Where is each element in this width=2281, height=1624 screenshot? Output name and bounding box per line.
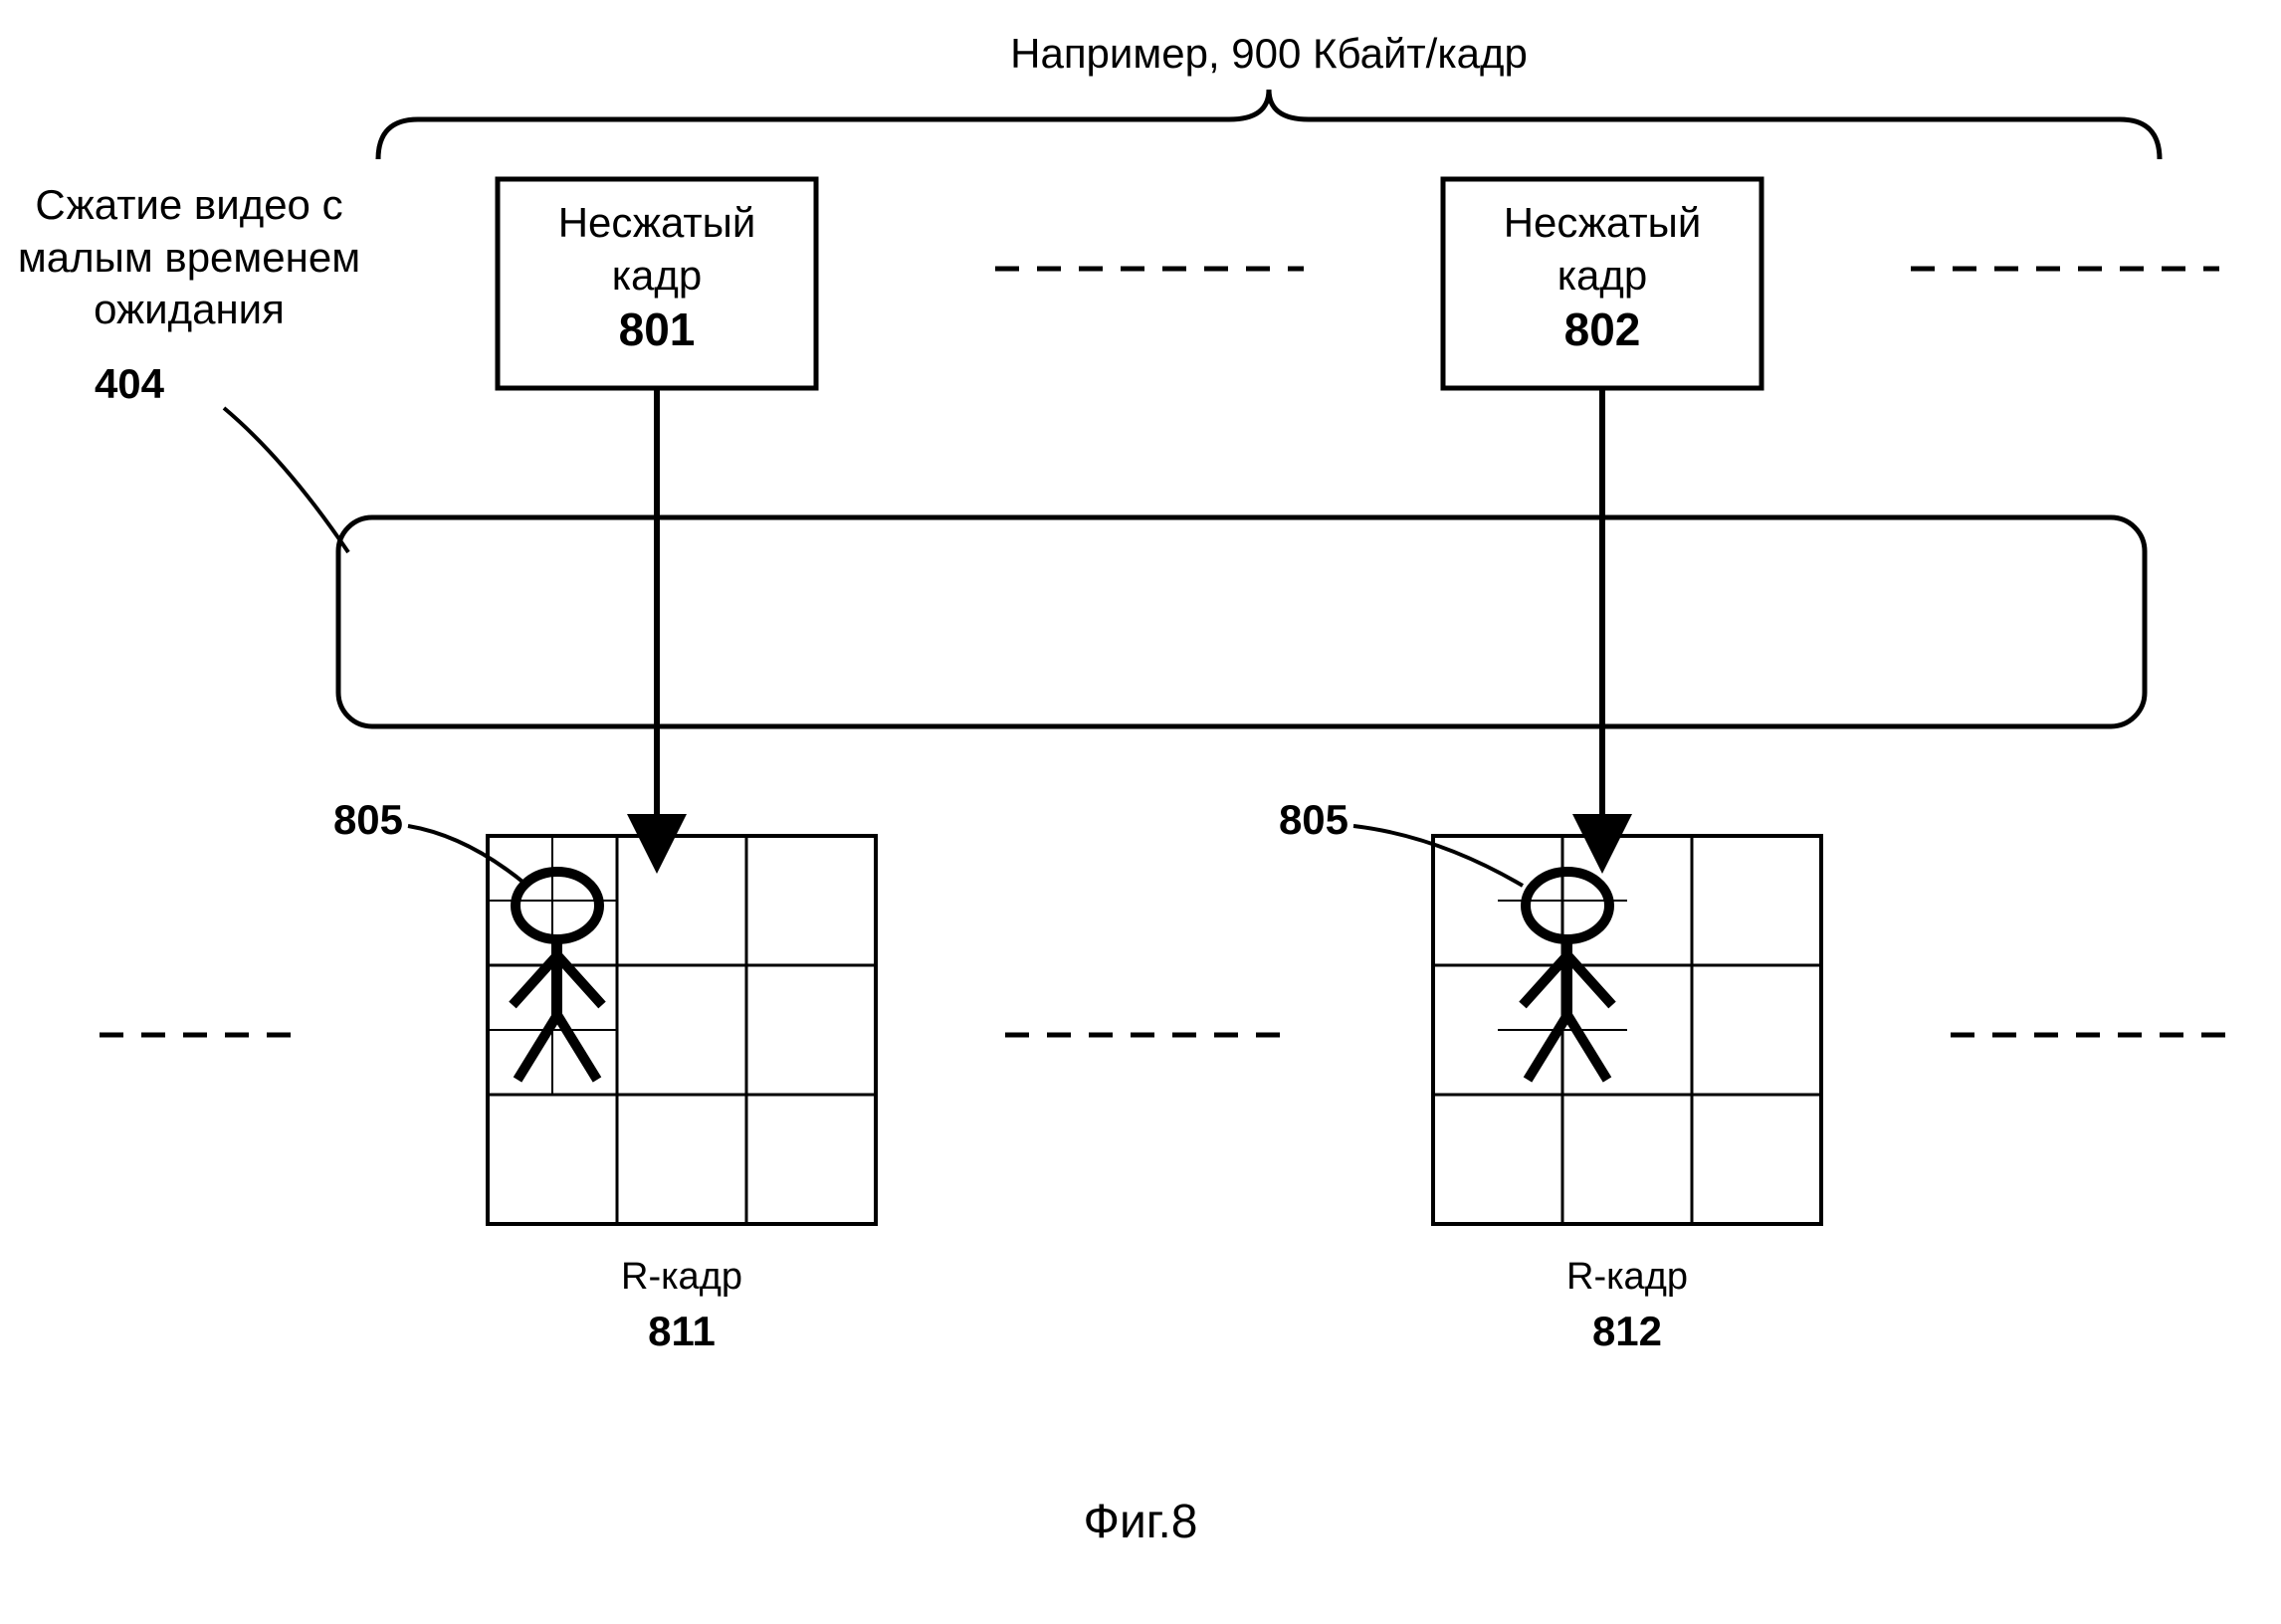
frame2-ref: 802 bbox=[1564, 304, 1641, 355]
frame1-ref: 801 bbox=[619, 304, 696, 355]
side-label-line2: малым временем bbox=[18, 234, 360, 281]
frame1-line1: Несжатый bbox=[558, 199, 756, 246]
bottom1-label: R-кадр bbox=[488, 1254, 876, 1302]
bottom1-ref: 811 bbox=[488, 1306, 876, 1358]
frame1-line2: кадр bbox=[612, 252, 703, 299]
frame2-text: Несжатый кадр 802 bbox=[1443, 197, 1762, 359]
side-label-line1: Сжатие видео с bbox=[35, 181, 342, 228]
title-top: Например, 900 Кбайт/кадр bbox=[378, 28, 2160, 81]
frame2-line2: кадр bbox=[1557, 252, 1648, 299]
figure-caption: Фиг.8 bbox=[0, 1493, 2281, 1552]
tile-ref-right: 805 bbox=[1264, 794, 1363, 847]
frame1-text: Несжатый кадр 801 bbox=[498, 197, 816, 359]
tile-ref-left: 805 bbox=[318, 794, 418, 847]
side-label-line3: ожидания bbox=[94, 286, 285, 332]
frame2-line1: Несжатый bbox=[1504, 199, 1702, 246]
bottom2-label: R-кадр bbox=[1433, 1254, 1821, 1302]
side-label: Сжатие видео с малым временем ожидания bbox=[10, 179, 368, 336]
bottom2-ref: 812 bbox=[1433, 1306, 1821, 1358]
side-ref: 404 bbox=[60, 358, 199, 411]
